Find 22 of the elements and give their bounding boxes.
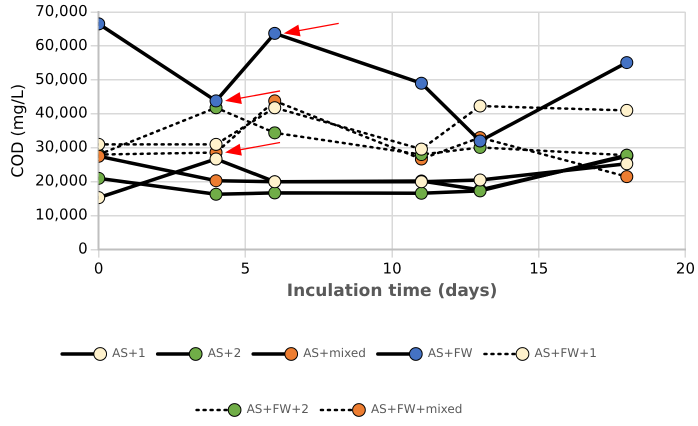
legend-label: AS+mixed: [303, 346, 366, 360]
y-tick-label: 30,000: [35, 138, 88, 156]
y-axis-title: COD (mg/L): [8, 84, 27, 178]
legend-label: AS+2: [208, 346, 242, 360]
x-tick-label: 10: [382, 259, 402, 278]
x-tick-label: 15: [529, 259, 548, 278]
y-tick-label: 50,000: [35, 70, 88, 88]
y-tick-label: 0: [78, 239, 88, 258]
x-axis-title: Inculation time (days): [286, 281, 498, 302]
y-tick-label: 40,000: [35, 104, 88, 122]
x-tick-label: 0: [94, 259, 104, 278]
legend-label: AS+FW+1: [534, 346, 597, 360]
legend-label: AS+FW+mixed: [370, 402, 462, 416]
x-tick-label: 20: [676, 259, 696, 278]
x-tick-label: 5: [240, 259, 250, 278]
y-tick-label: 20,000: [35, 172, 88, 190]
y-tick-label: 70,000: [35, 2, 88, 20]
legend-label: AS+1: [112, 346, 146, 360]
legend-label: AS+FW+2: [246, 402, 309, 416]
y-tick-label: 10,000: [35, 206, 88, 224]
y-tick-label: 60,000: [35, 36, 88, 54]
legend-label: AS+FW: [428, 346, 473, 360]
